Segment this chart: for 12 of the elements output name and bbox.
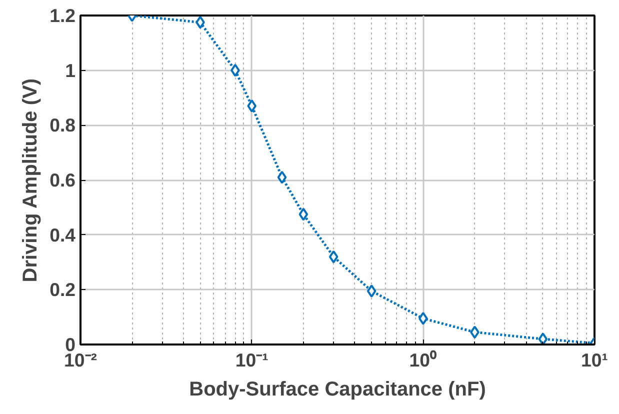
y-tick-label: 1	[65, 60, 76, 81]
y-tick-label: 0.2	[50, 279, 76, 300]
y-tick-label: 0.4	[50, 224, 76, 246]
y-axis-title: Driving Amplitude (V)	[20, 78, 42, 282]
y-tick-label: 0.8	[50, 114, 76, 136]
y-tick-label: 0	[65, 334, 76, 355]
x-tick-label: 10¹	[581, 350, 608, 370]
x-axis-title: Body-Surface Capacitance (nF)	[189, 378, 486, 400]
y-tick-label: 1.2	[50, 5, 76, 26]
y-tick-label: 0.6	[50, 170, 76, 190]
x-tick-label: 10⁻¹	[235, 350, 268, 370]
x-tick-label: 10⁰	[409, 350, 438, 370]
